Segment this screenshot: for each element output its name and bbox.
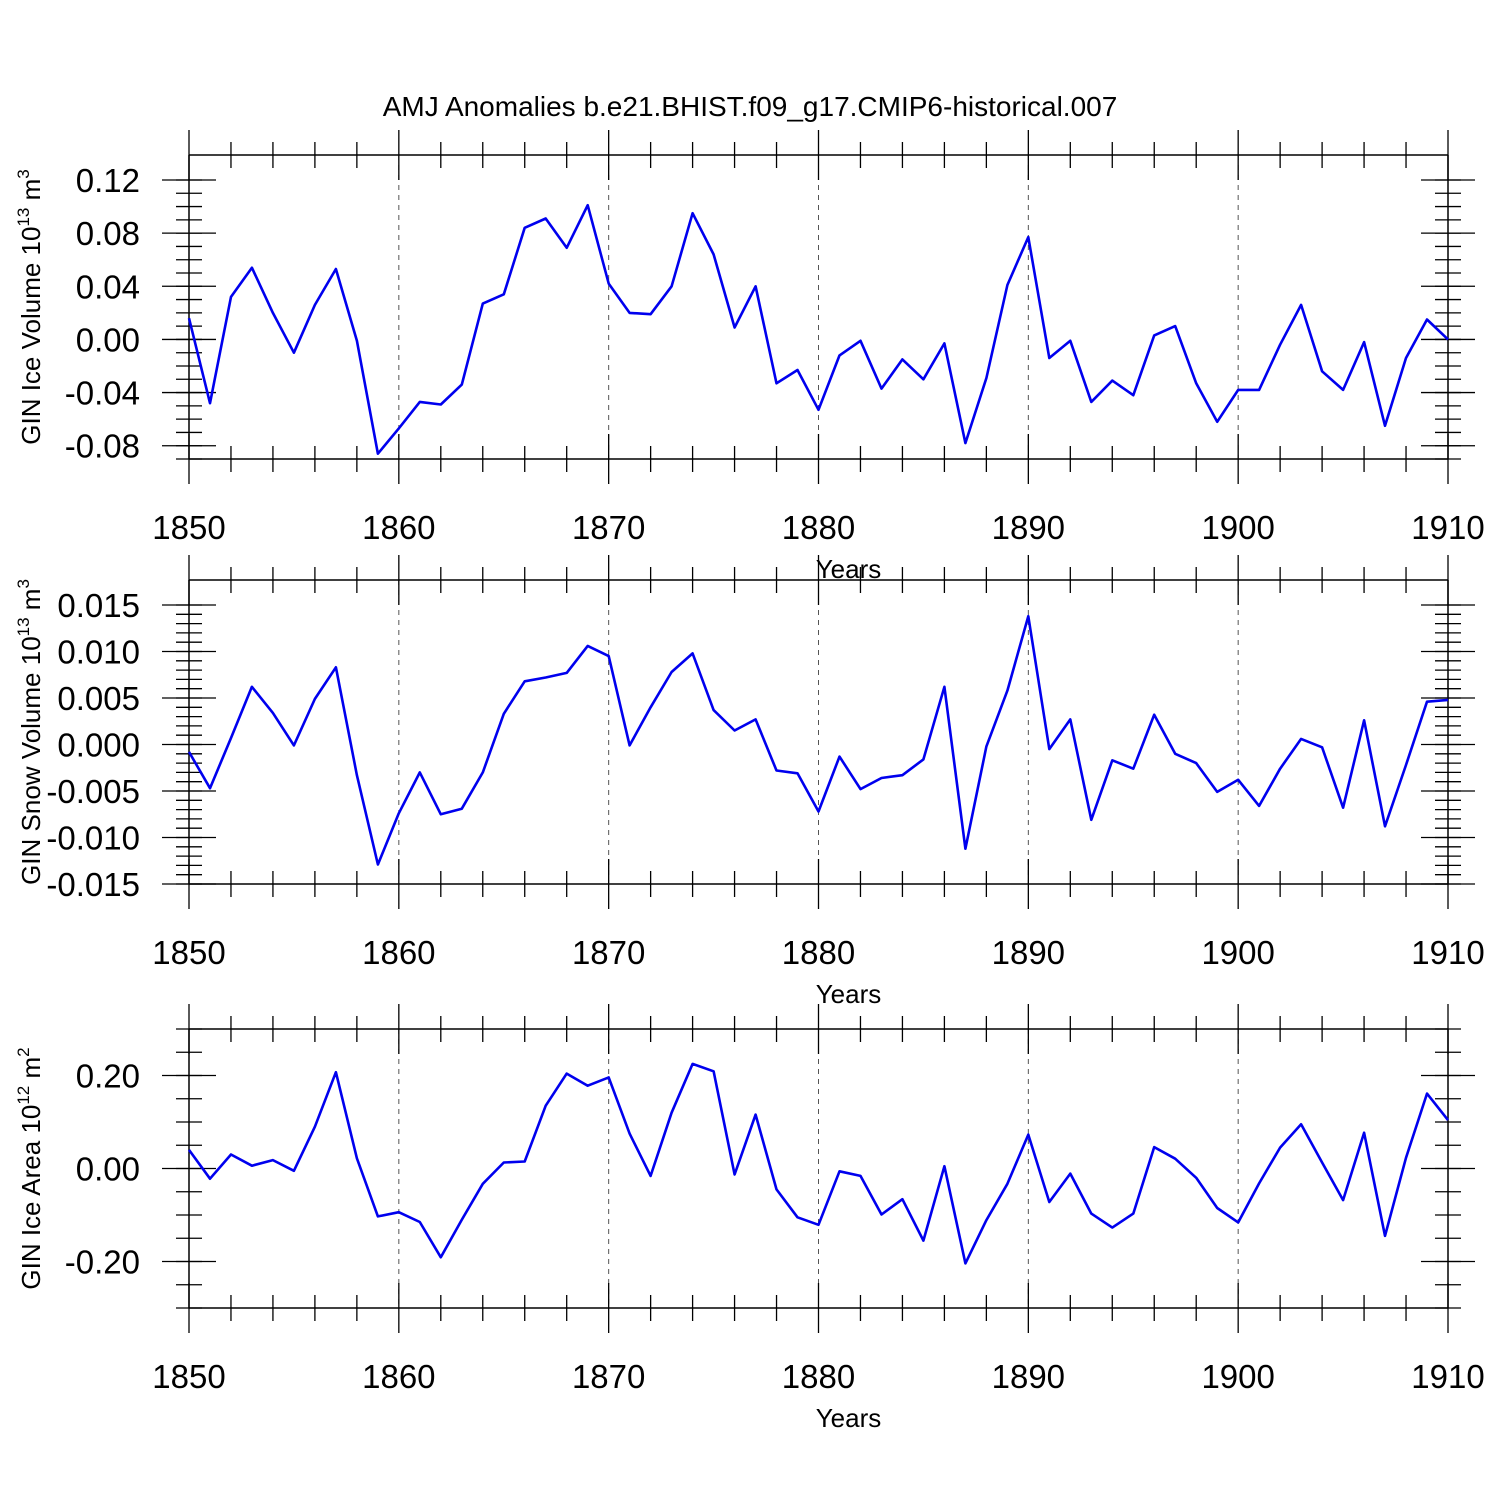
x-tick-label: 1860 [362, 509, 435, 546]
y-axis-label: GIN Snow Volume 1013 m3 [14, 579, 46, 885]
x-tick-label: 1880 [782, 1358, 855, 1395]
y-tick-label: 0.20 [76, 1058, 140, 1095]
y-tick-label: 0.04 [76, 268, 140, 305]
x-tick-label: 1890 [992, 934, 1065, 971]
x-tick-label: 1850 [152, 934, 225, 971]
chart-panel-2: 0.015 0.010 0.005 0.000 -0.005 -0.010 -0.015 18… [14, 555, 1485, 1009]
y-tick-label: 0.000 [57, 727, 140, 764]
y-tick-label: -0.20 [65, 1244, 140, 1281]
x-tick-label: 1910 [1411, 934, 1484, 971]
x-axis-label: Years [816, 1403, 882, 1433]
y-tick-label: -0.015 [46, 866, 140, 903]
x-tick-label: 1890 [992, 1358, 1065, 1395]
y-tick-label: -0.08 [65, 428, 140, 465]
y-tick-label: 0.00 [76, 321, 140, 358]
y-tick-label: -0.005 [46, 773, 140, 810]
x-tick-label: 1910 [1411, 1358, 1484, 1395]
x-tick-label: 1910 [1411, 509, 1484, 546]
x-axis-label: Years [816, 979, 882, 1009]
x-tick-label: 1900 [1201, 934, 1274, 971]
y-tick-label: 0.12 [76, 162, 140, 199]
y-tick-label: 0.010 [57, 634, 140, 671]
y-tick-label: 0.015 [57, 587, 140, 624]
series-line [187, 203, 1449, 456]
x-tick-label: 1870 [572, 934, 645, 971]
y-tick-label: 0.08 [76, 215, 140, 252]
y-tick-label: -0.04 [65, 375, 140, 412]
x-axis-label: Years [816, 554, 882, 584]
y-tick-label: -0.010 [46, 820, 140, 857]
x-tick-label: 1870 [572, 509, 645, 546]
x-tick-label: 1900 [1201, 509, 1274, 546]
y-tick-label: 0.00 [76, 1151, 140, 1188]
chart-panel-1: 0.12 0.08 0.04 0.00 -0.04 -0.08 1850 1860 1870 18… [14, 130, 1485, 584]
panels: 0.12 0.08 0.04 0.00 -0.04 -0.08 1850 1860 1870 18… [14, 130, 1485, 1433]
x-tick-label: 1890 [992, 509, 1065, 546]
x-tick-label: 1900 [1201, 1358, 1274, 1395]
x-tick-label: 1850 [152, 1358, 225, 1395]
series-line [187, 1062, 1450, 1265]
chart-panel-3: 0.20 0.00 -0.20 1850 1860 1870 1880 1890 1900 191… [14, 1004, 1485, 1433]
x-tick-label: 1870 [572, 1358, 645, 1395]
y-tick-label: 0.005 [57, 680, 140, 717]
x-tick-label: 1850 [152, 509, 225, 546]
series-line [187, 614, 1449, 866]
x-tick-label: 1880 [782, 934, 855, 971]
figure-title: AMJ Anomalies b.e21.BHIST.f09_g17.CMIP6-… [383, 91, 1118, 122]
y-axis-label: GIN Ice Area 1012 m2 [14, 1047, 46, 1289]
y-axis-label: GIN Ice Volume 1013 m3 [14, 169, 46, 445]
x-tick-label: 1860 [362, 934, 435, 971]
x-tick-label: 1880 [782, 509, 855, 546]
x-tick-label: 1860 [362, 1358, 435, 1395]
